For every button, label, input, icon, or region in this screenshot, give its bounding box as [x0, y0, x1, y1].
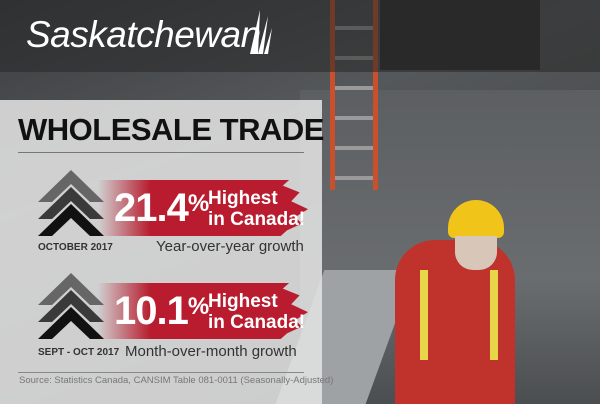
reflective-stripe — [420, 270, 428, 360]
stat-unit: % — [187, 293, 209, 320]
stat-period: OCTOBER 2017 — [38, 242, 113, 253]
highlight-line: in Canada! — [208, 312, 306, 333]
growth-arrows-icon — [38, 273, 104, 339]
highlight-line: in Canada! — [208, 209, 306, 230]
hard-hat — [448, 200, 504, 238]
worker-face — [455, 236, 497, 270]
reflective-stripe — [490, 270, 498, 360]
page-title: WHOLESALE TRADE — [18, 112, 324, 147]
growth-arrows-icon — [38, 170, 104, 236]
brand-logo-text: Saskatchewan — [26, 14, 261, 55]
stat-number: 21.4 — [114, 186, 189, 230]
stat-value: 10.1% — [114, 289, 209, 334]
highlight-line: Highest — [208, 188, 278, 209]
divider — [18, 372, 304, 373]
stat-unit: % — [187, 190, 209, 217]
wheat-logo-icon — [250, 10, 272, 54]
header-bar — [0, 0, 600, 72]
source-note: Source: Statistics Canada, CANSIM Table … — [19, 375, 334, 386]
stat-banner — [98, 283, 308, 339]
stat-number: 10.1 — [114, 289, 189, 333]
highlight-line: Highest — [208, 291, 278, 312]
stat-highlight: Highest in Canada! — [208, 291, 305, 333]
stat-description: Month-over-month growth — [125, 343, 297, 360]
stat-banner — [98, 180, 308, 236]
stat-period: SEPT - OCT 2017 — [38, 347, 120, 358]
divider — [18, 152, 304, 153]
stat-highlight: Highest in Canada! — [208, 188, 305, 230]
info-panel — [0, 100, 322, 404]
stat-value: 21.4% — [114, 186, 209, 231]
stat-description: Year-over-year growth — [156, 238, 304, 255]
